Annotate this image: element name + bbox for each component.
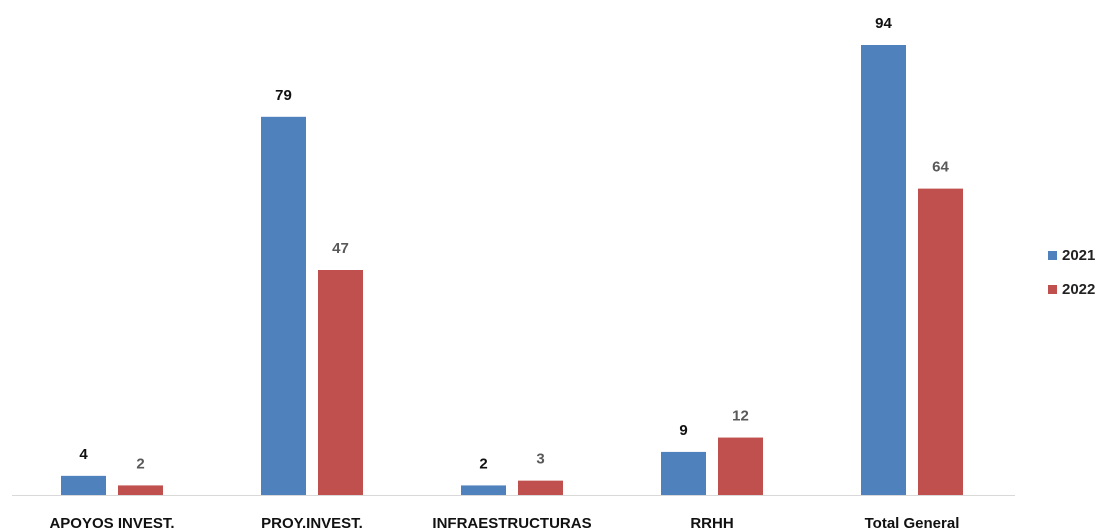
bar-2022-0: [118, 485, 163, 495]
bar-2021-2: [461, 485, 506, 495]
data-label-2021-4: 94: [875, 15, 892, 32]
bar-2021-0: [61, 475, 106, 495]
category-label-3: RRHH: [690, 515, 733, 529]
legend-swatch-2022: [1048, 284, 1057, 294]
bar-2022-3: [718, 437, 763, 495]
category-label-4: Total General: [865, 515, 960, 529]
bar-2021-3: [661, 451, 706, 495]
data-label-2022-3: 12: [732, 408, 749, 425]
data-label-2022-0: 2: [136, 455, 144, 472]
data-label-2022-4: 64: [932, 159, 949, 176]
data-label-2021-0: 4: [79, 446, 88, 463]
category-label-1: PROY.INVEST.: [261, 515, 363, 529]
data-label-2022-1: 47: [332, 240, 349, 257]
data-label-2021-1: 79: [275, 87, 292, 104]
bar-2022-1: [318, 270, 363, 495]
legend-swatch-2021: [1048, 250, 1057, 260]
data-label-2021-3: 9: [679, 422, 687, 439]
legend-item-2021: 2021: [1048, 243, 1108, 267]
legend-label-2022: 2022: [1062, 280, 1096, 298]
bar-2022-2: [518, 480, 563, 495]
chart-legend: 2021 2022: [1048, 243, 1108, 311]
category-label-0: APOYOS INVEST.: [49, 515, 174, 529]
data-label-2021-2: 2: [479, 455, 487, 472]
category-label-2: INFRAESTRUCTURAS: [432, 515, 591, 529]
bar-2021-1: [261, 116, 306, 496]
legend-label-2021: 2021: [1062, 246, 1096, 264]
data-label-2022-2: 3: [536, 451, 544, 468]
bar-2022-4: [918, 188, 963, 496]
bar-2021-4: [861, 45, 906, 495]
legend-item-2022: 2022: [1048, 277, 1108, 301]
